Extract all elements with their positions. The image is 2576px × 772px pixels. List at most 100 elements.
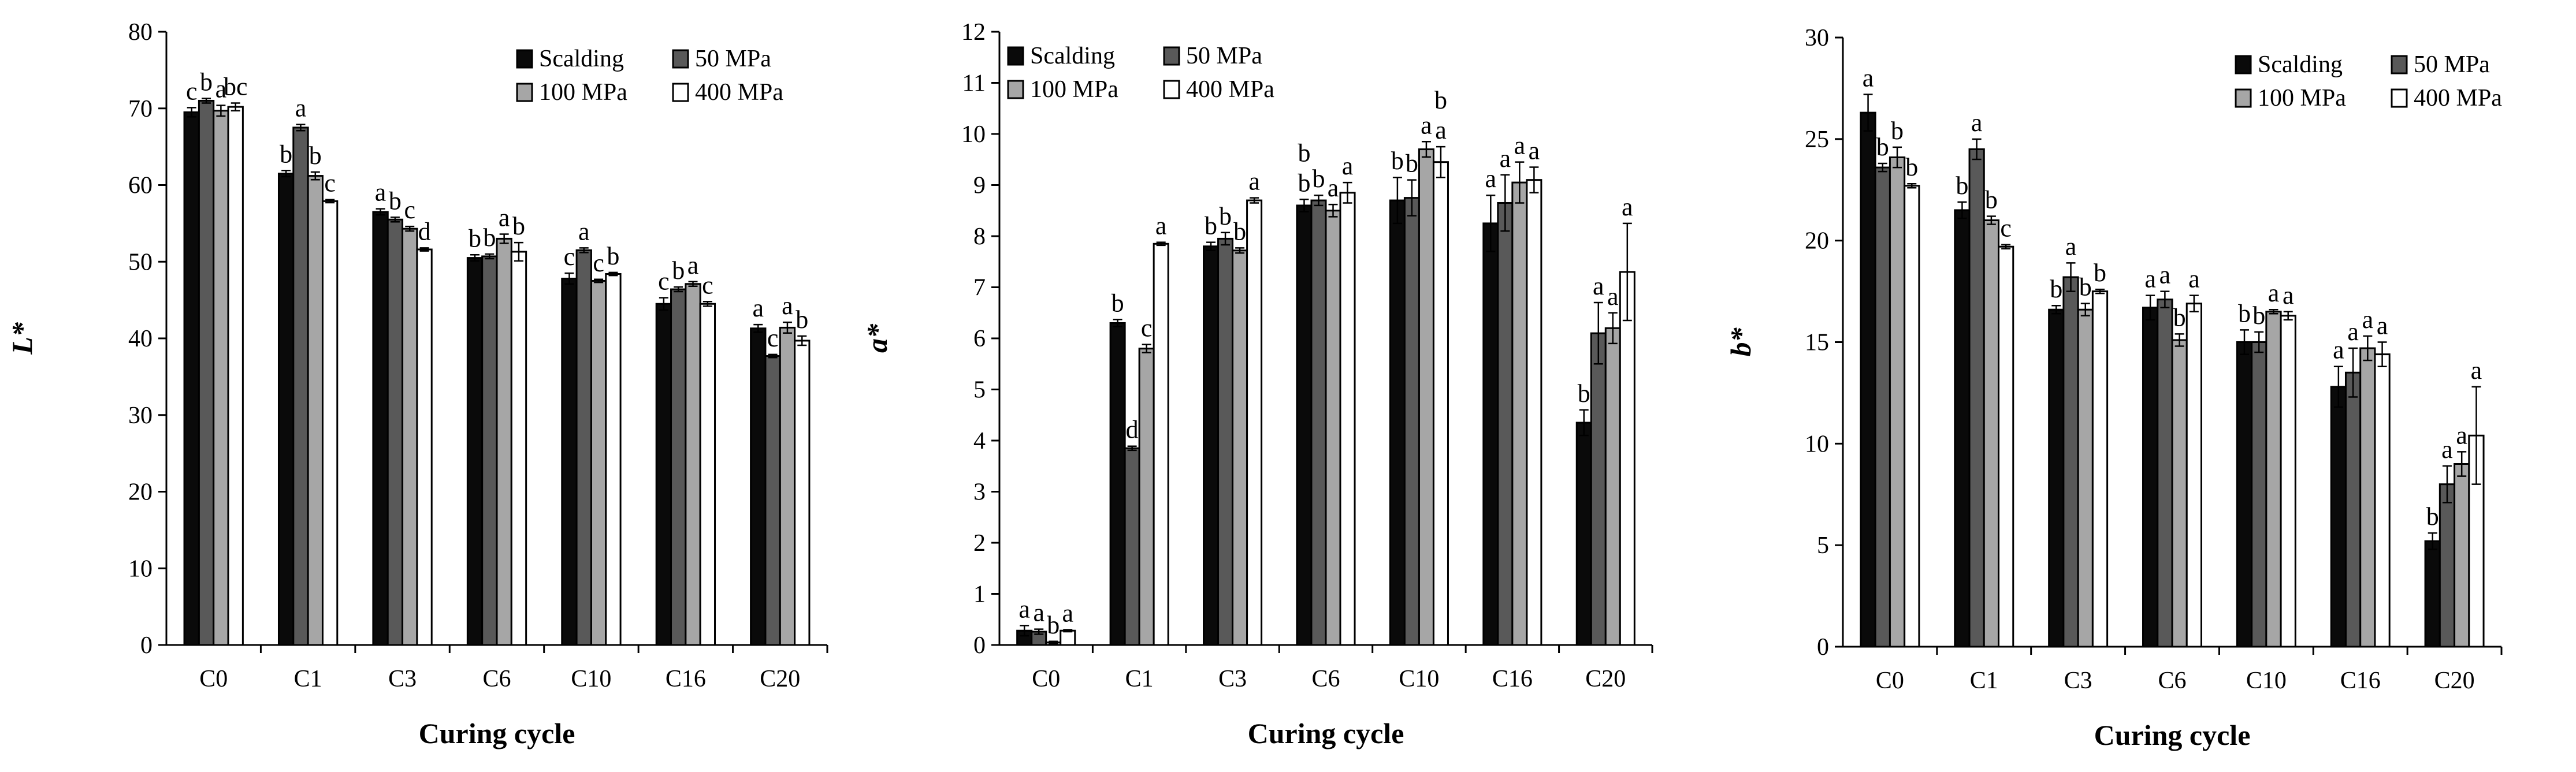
significance-label: b: [796, 305, 808, 334]
bar: [1138, 348, 1155, 646]
x-axis-label: Curing cycle: [2094, 719, 2251, 751]
bar: [227, 106, 244, 646]
significance-label: b: [1956, 171, 1968, 200]
bar: [605, 273, 622, 646]
significance-label: a: [375, 178, 386, 207]
significance-label: a: [2268, 279, 2280, 307]
y-tick-label: 11: [962, 70, 986, 97]
bar: [1124, 447, 1140, 646]
bar: [2142, 307, 2159, 648]
significance-label: a: [2347, 318, 2359, 346]
bar: [2359, 347, 2376, 648]
significance-label: a: [2441, 435, 2453, 464]
significance-label: c: [767, 324, 779, 352]
x-tick-label: C6: [2158, 667, 2186, 694]
significance-label: a: [1863, 64, 1874, 92]
bar: [2265, 311, 2282, 648]
significance-label: d: [418, 217, 431, 245]
bar: [1310, 199, 1327, 646]
bar: [1954, 209, 1971, 648]
significance-label: a: [2333, 336, 2344, 364]
x-tick-label: C1: [294, 666, 322, 692]
bar: [1232, 249, 1248, 646]
bar: [1482, 222, 1499, 646]
legend-label: 400 MPa: [2414, 85, 2502, 111]
bar: [2171, 339, 2188, 648]
significance-label: b: [1434, 86, 1447, 114]
bar: [1403, 197, 1420, 646]
legend-swatch: [2235, 88, 2252, 108]
bar: [1526, 179, 1542, 646]
legend-label: Scalding: [1030, 43, 1115, 69]
significance-label: b: [1233, 217, 1246, 245]
y-tick-label: 20: [1805, 228, 1829, 255]
bar: [1217, 237, 1234, 646]
bar: [561, 277, 578, 646]
y-tick-label: 1: [973, 581, 986, 608]
bar: [655, 303, 672, 646]
y-tick-label: 25: [1805, 126, 1829, 153]
significance-label: a: [1622, 193, 1633, 221]
bar: [779, 326, 796, 646]
bar: [2091, 290, 2109, 648]
y-tick-label: 30: [1805, 25, 1829, 51]
bar: [2439, 483, 2456, 648]
y-tick-label: 10: [128, 555, 153, 582]
bar: [2157, 299, 2173, 648]
significance-label: a: [1971, 109, 1983, 137]
y-tick-label: 40: [128, 326, 153, 352]
x-tick-label: C1: [1125, 666, 1154, 692]
bar: [1619, 271, 1635, 646]
bar: [794, 340, 811, 646]
significance-label: a: [215, 74, 227, 103]
legend-label: 100 MPa: [2258, 85, 2346, 111]
significance-label: a: [2362, 305, 2374, 334]
bar: [1998, 245, 2014, 648]
significance-label: c: [2000, 214, 2012, 243]
significance-label: b: [2079, 273, 2092, 301]
x-tick-label: C10: [2246, 667, 2287, 694]
significance-label: a: [499, 203, 510, 232]
legend-label: 50 MPa: [1186, 43, 1262, 69]
legend-label: 100 MPa: [1030, 76, 1118, 103]
legend-swatch: [1163, 80, 1180, 99]
significance-label: c: [658, 267, 670, 296]
y-tick-label: 3: [973, 479, 986, 506]
significance-label: a: [1500, 144, 1511, 173]
significance-label: b: [607, 242, 619, 270]
x-tick-label: C16: [1492, 666, 1533, 692]
bar: [1153, 243, 1169, 646]
significance-label: a: [1421, 111, 1432, 139]
bar: [1060, 629, 1076, 646]
legend-swatch: [2235, 55, 2252, 74]
bar: [1511, 181, 1528, 646]
legend-swatch: [1163, 46, 1180, 66]
legend-swatch: [1007, 46, 1024, 66]
bar: [2344, 371, 2362, 648]
y-tick-label: 80: [128, 19, 153, 46]
significance-label: c: [404, 196, 415, 224]
significance-label: b: [309, 141, 322, 170]
legend-swatch: [672, 83, 689, 102]
significance-label: a: [1018, 595, 1030, 623]
y-tick-label: 5: [973, 377, 986, 404]
significance-label: b: [672, 256, 685, 285]
y-tick-label: 8: [973, 223, 986, 250]
legend-label: 400 MPa: [695, 79, 783, 106]
legend-swatch: [1007, 80, 1024, 99]
x-tick-label: C0: [1876, 667, 1904, 694]
significance-label: a: [578, 217, 590, 245]
bar: [685, 283, 701, 646]
bar: [321, 200, 339, 646]
x-axis-label: Curing cycle: [419, 717, 575, 749]
significance-label: b: [1298, 169, 1310, 197]
bar: [699, 303, 716, 646]
y-tick-label: 7: [973, 275, 986, 301]
significance-label: a: [687, 251, 699, 279]
x-tick-label: C0: [1032, 666, 1060, 692]
bar: [1575, 422, 1592, 646]
legend-label: Scalding: [539, 46, 624, 72]
bar: [372, 211, 389, 646]
bar: [1109, 322, 1126, 646]
x-tick-label: C3: [2064, 667, 2092, 694]
